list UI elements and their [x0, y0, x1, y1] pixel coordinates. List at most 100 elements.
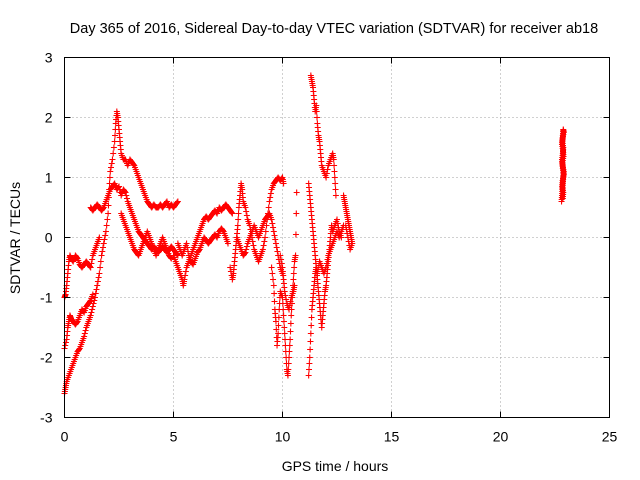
data-point	[235, 216, 242, 223]
data-point	[313, 102, 320, 109]
data-point	[342, 222, 349, 229]
data-point	[291, 282, 298, 289]
data-point	[273, 244, 280, 251]
data-point	[181, 276, 188, 283]
data-point	[280, 306, 287, 313]
data-point	[98, 252, 105, 259]
data-point	[227, 264, 234, 271]
data-point	[87, 312, 94, 319]
data-point	[261, 238, 268, 245]
data-point	[99, 248, 106, 255]
data-point	[100, 244, 107, 251]
data-point	[104, 216, 111, 223]
data-point	[331, 162, 338, 169]
y-tick-label: 3	[45, 50, 53, 66]
data-point	[323, 174, 330, 181]
data-point	[229, 210, 236, 217]
data-point	[291, 264, 298, 271]
data-point	[234, 222, 241, 229]
data-point	[286, 302, 293, 309]
data-point	[267, 190, 274, 197]
data-point	[262, 228, 269, 235]
chart-title: Day 365 of 2016, Sidereal Day-to-day VTE…	[70, 21, 598, 37]
data-point	[184, 244, 191, 251]
y-tick-label: -2	[40, 350, 53, 366]
data-point	[108, 164, 115, 171]
data-point	[122, 189, 129, 196]
data-point	[243, 212, 250, 219]
data-point	[307, 330, 314, 337]
data-point	[271, 298, 278, 305]
y-tick-label: 2	[45, 110, 53, 126]
data-point	[286, 348, 293, 355]
data-point	[89, 291, 96, 298]
data-point	[314, 114, 321, 121]
data-point	[290, 276, 297, 283]
data-point	[331, 168, 338, 175]
data-point	[285, 360, 292, 367]
data-point	[334, 220, 341, 227]
data-point	[62, 339, 69, 346]
data-point	[280, 318, 287, 325]
data-point	[102, 232, 109, 239]
data-point	[268, 216, 275, 223]
data-point	[272, 240, 279, 247]
data-point	[270, 282, 277, 289]
data-point	[332, 192, 339, 199]
data-point	[101, 236, 108, 243]
x-tick-label: 5	[170, 429, 178, 445]
x-tick-label: 15	[384, 429, 400, 445]
data-point	[273, 326, 280, 333]
data-point	[280, 312, 287, 319]
data-point	[174, 198, 181, 205]
x-tick-label: 10	[275, 429, 291, 445]
data-point	[182, 272, 189, 279]
x-axis-label: GPS time / hours	[282, 458, 389, 474]
data-point	[105, 210, 112, 217]
data-point	[106, 180, 113, 187]
data-point	[313, 108, 320, 115]
data-point	[285, 366, 292, 373]
data-point	[97, 264, 104, 271]
data-point	[282, 292, 289, 299]
data-point	[94, 282, 101, 289]
data-point	[88, 260, 95, 267]
data-point	[121, 188, 128, 195]
data-point	[277, 252, 284, 259]
data-point	[102, 228, 109, 235]
y-tick-label: -1	[40, 290, 53, 306]
data-point	[287, 320, 294, 327]
y-tick-label: 0	[45, 230, 53, 246]
data-point	[96, 234, 103, 241]
data-point	[123, 195, 130, 202]
data-point	[274, 248, 281, 255]
data-point	[278, 256, 285, 263]
data-point	[90, 300, 97, 307]
data-point	[347, 246, 354, 253]
data-point	[287, 298, 294, 305]
x-tick-label: 0	[61, 429, 69, 445]
data-point	[242, 249, 249, 256]
data-point	[109, 156, 116, 163]
data-point	[269, 270, 276, 277]
data-point	[272, 318, 279, 325]
data-point	[95, 274, 102, 281]
data-point	[241, 250, 248, 257]
data-point	[174, 199, 181, 206]
data-point	[323, 170, 330, 177]
data-point	[288, 312, 295, 319]
data-point	[287, 328, 294, 335]
data-point	[100, 240, 107, 247]
data-point	[306, 354, 313, 361]
data-point	[103, 222, 110, 229]
data-point	[259, 246, 266, 253]
data-point	[235, 210, 242, 217]
data-point	[123, 192, 130, 199]
data-point	[346, 242, 353, 249]
x-tick-label: 25	[602, 429, 618, 445]
data-point	[281, 330, 288, 337]
y-tick-label: 1	[45, 170, 53, 186]
data-point	[284, 372, 291, 379]
data-point	[185, 248, 192, 255]
